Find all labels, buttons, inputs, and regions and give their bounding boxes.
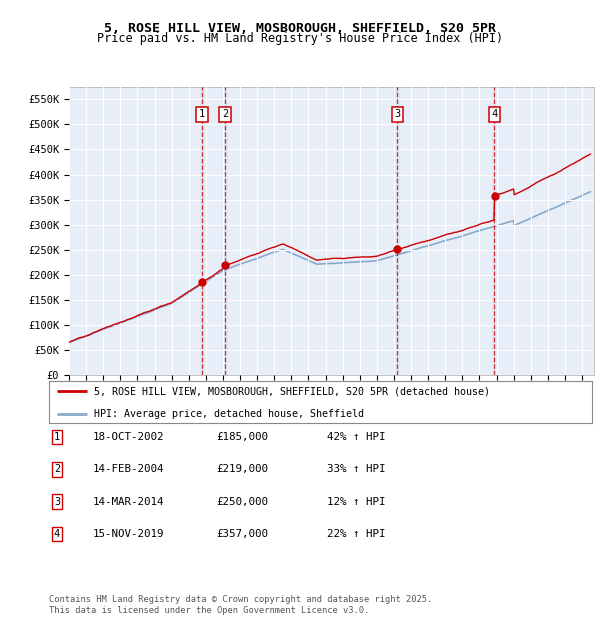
Text: 4: 4 — [491, 109, 497, 120]
Bar — [200, 87, 205, 375]
Text: 1: 1 — [54, 432, 60, 442]
Text: 4: 4 — [54, 529, 60, 539]
Text: 42% ↑ HPI: 42% ↑ HPI — [327, 432, 386, 442]
Text: 2: 2 — [222, 109, 228, 120]
Bar — [395, 87, 400, 375]
Text: 18-OCT-2002: 18-OCT-2002 — [93, 432, 164, 442]
Text: 3: 3 — [394, 109, 400, 120]
Text: Contains HM Land Registry data © Crown copyright and database right 2025.: Contains HM Land Registry data © Crown c… — [49, 595, 433, 604]
Text: £219,000: £219,000 — [216, 464, 268, 474]
Text: £357,000: £357,000 — [216, 529, 268, 539]
Text: Price paid vs. HM Land Registry's House Price Index (HPI): Price paid vs. HM Land Registry's House … — [97, 32, 503, 45]
Text: 22% ↑ HPI: 22% ↑ HPI — [327, 529, 386, 539]
Bar — [492, 87, 497, 375]
Text: £250,000: £250,000 — [216, 497, 268, 507]
Text: 14-FEB-2004: 14-FEB-2004 — [93, 464, 164, 474]
Text: £185,000: £185,000 — [216, 432, 268, 442]
Text: 1: 1 — [199, 109, 205, 120]
Text: 15-NOV-2019: 15-NOV-2019 — [93, 529, 164, 539]
Text: 14-MAR-2014: 14-MAR-2014 — [93, 497, 164, 507]
Text: 3: 3 — [54, 497, 60, 507]
Text: This data is licensed under the Open Government Licence v3.0.: This data is licensed under the Open Gov… — [49, 606, 370, 615]
Text: HPI: Average price, detached house, Sheffield: HPI: Average price, detached house, Shef… — [94, 409, 364, 419]
Text: 12% ↑ HPI: 12% ↑ HPI — [327, 497, 386, 507]
Text: 5, ROSE HILL VIEW, MOSBOROUGH, SHEFFIELD, S20 5PR: 5, ROSE HILL VIEW, MOSBOROUGH, SHEFFIELD… — [104, 22, 496, 35]
Text: 33% ↑ HPI: 33% ↑ HPI — [327, 464, 386, 474]
Text: 2: 2 — [54, 464, 60, 474]
Text: 5, ROSE HILL VIEW, MOSBOROUGH, SHEFFIELD, S20 5PR (detached house): 5, ROSE HILL VIEW, MOSBOROUGH, SHEFFIELD… — [94, 386, 490, 396]
Bar — [223, 87, 227, 375]
